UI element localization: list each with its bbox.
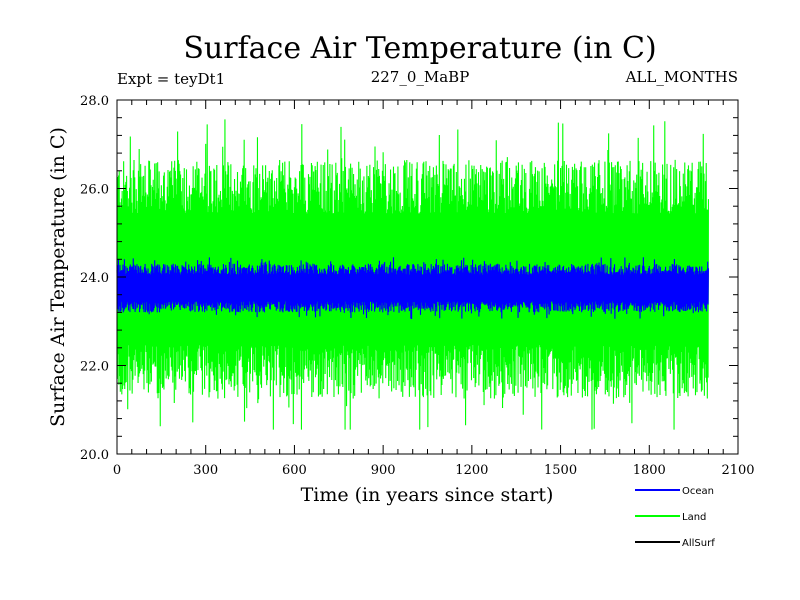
experiment-label: Expt = teyDt1 <box>117 70 225 88</box>
y-tick-label: 26.0 <box>80 183 109 198</box>
tick-layer: 0 300 600 900 1200 1500 1800 2100 20.0 22.0 24.0 26… <box>80 94 755 478</box>
x-tick-label: 1200 <box>455 463 488 478</box>
y-tick-label: 28.0 <box>80 94 109 109</box>
legend: Ocean Land AllSurf <box>635 486 715 549</box>
y-tick-label: 22.0 <box>80 360 109 375</box>
x-tick-label: 900 <box>371 463 396 478</box>
period-label: 227_0_MaBP <box>371 68 470 86</box>
x-tick-label: 2100 <box>721 463 754 478</box>
x-tick-label: 1500 <box>544 463 577 478</box>
y-axis-label: Surface Air Temperature (in C) <box>47 127 69 427</box>
y-tick-label: 24.0 <box>80 271 109 286</box>
x-tick-label: 0 <box>113 463 121 478</box>
series-layer <box>116 119 709 430</box>
x-tick-label: 300 <box>193 463 218 478</box>
x-tick-label: 600 <box>282 463 307 478</box>
legend-label-allsurf: AllSurf <box>682 538 715 549</box>
x-tick-label: 1800 <box>633 463 666 478</box>
series-line-ocean <box>116 257 709 320</box>
months-label: ALL_MONTHS <box>625 68 738 86</box>
x-axis-label: Time (in years since start) <box>301 484 554 506</box>
chart-title: Surface Air Temperature (in C) <box>183 31 656 66</box>
legend-label-ocean: Ocean <box>682 486 714 497</box>
plot-frame <box>116 99 739 455</box>
y-tick-label: 20.0 <box>80 448 109 463</box>
legend-label-land: Land <box>682 512 706 523</box>
